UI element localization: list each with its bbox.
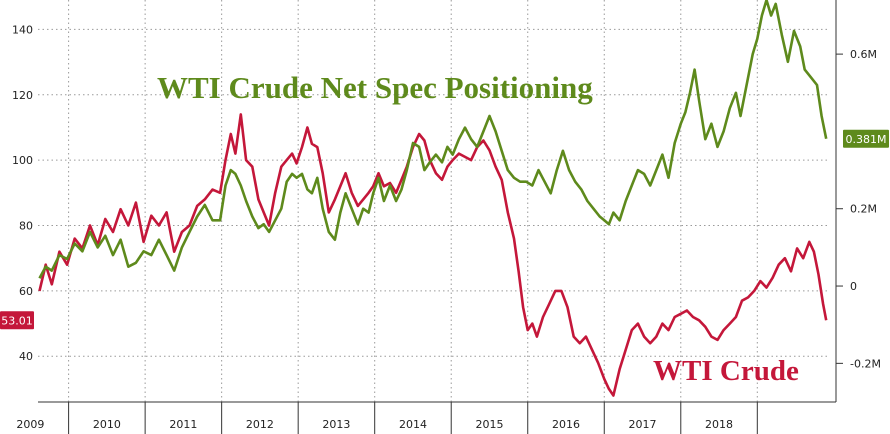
y-left-tick-label: 100 xyxy=(12,154,33,167)
y-left-tick-label: 60 xyxy=(19,285,33,298)
last-value-badge-wti-crude xyxy=(0,311,34,330)
y-left-tick-label: 140 xyxy=(12,23,33,36)
x-tick-label: 2016 xyxy=(552,418,580,431)
axes: 40 60 80 100 120 140 -0.2M 0 0.2M 0.6M 2009 2010 201… xyxy=(12,0,881,434)
y-left-tick-label: 40 xyxy=(19,350,33,363)
y-right-tick-label: 0.2M xyxy=(850,203,877,216)
x-tick-label: 2018 xyxy=(705,418,733,431)
y-left-tick-label: 120 xyxy=(12,89,33,102)
labels: WTI Crude Net Spec Positioning WTI Crude… xyxy=(0,70,889,387)
last-value-label-net-spec: 0.381M xyxy=(846,133,887,146)
y-left-tick-label: 80 xyxy=(19,220,33,233)
x-tick-label: 2014 xyxy=(399,418,427,431)
x-tick-label: 2011 xyxy=(169,418,197,431)
series-line-net-spec-positioning xyxy=(38,0,828,279)
annotation-net-spec-positioning: WTI Crude Net Spec Positioning xyxy=(157,70,593,105)
series-layer xyxy=(38,0,828,397)
x-tick-label: 2017 xyxy=(629,418,657,431)
x-tick-label: 2010 xyxy=(93,418,121,431)
y-right-tick-label: 0 xyxy=(850,280,857,293)
y-right-tick-label: -0.2M xyxy=(850,357,881,370)
grid xyxy=(38,0,830,402)
y-right-tick-label: 0.6M xyxy=(850,48,877,61)
x-tick-label: 2013 xyxy=(322,418,350,431)
x-tick-label: 2015 xyxy=(475,418,503,431)
series-line-wti-crude xyxy=(38,113,828,397)
x-tick-label: 2009 xyxy=(16,418,44,431)
last-value-badge-net-spec xyxy=(843,129,889,148)
last-value-label-wti-crude: 53.01 xyxy=(1,314,33,327)
annotation-wti-crude: WTI Crude xyxy=(653,355,799,387)
x-tick-label: 2012 xyxy=(246,418,274,431)
